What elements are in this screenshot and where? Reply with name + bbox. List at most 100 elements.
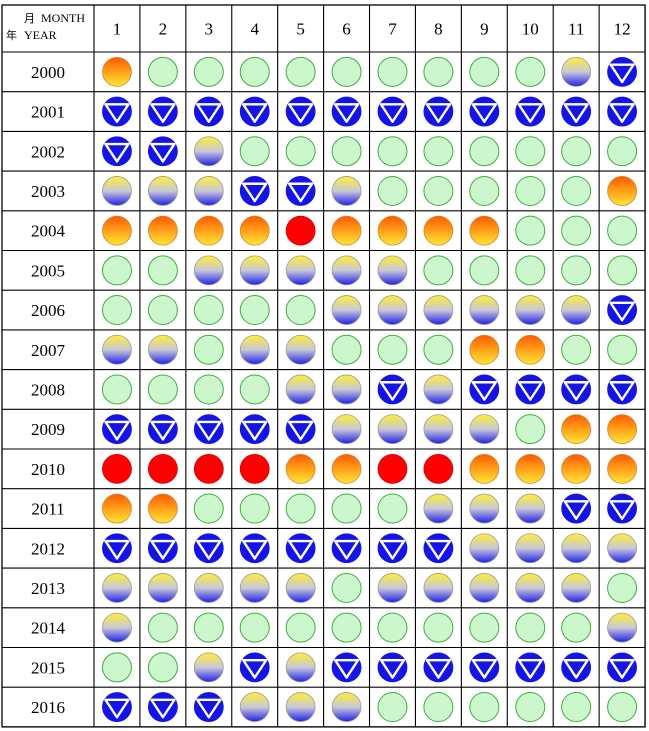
month-header: 12 bbox=[614, 20, 631, 39]
yellow-blue-circle bbox=[469, 573, 500, 603]
cell-marker-gradient bbox=[423, 295, 454, 325]
neutral-circle bbox=[377, 56, 408, 87]
neutral-circle bbox=[607, 136, 638, 167]
yellow-blue-circle bbox=[423, 573, 454, 603]
orange-yellow-circle bbox=[331, 453, 362, 484]
inverted-triangle-icon bbox=[517, 658, 543, 679]
orange-yellow-circle bbox=[193, 215, 224, 246]
year-label: 2010 bbox=[31, 460, 65, 479]
yellow-blue-circle bbox=[607, 533, 637, 564]
cell-marker-neutral bbox=[515, 175, 546, 206]
yellow-blue-circle bbox=[147, 176, 178, 206]
cell-marker-neutral bbox=[147, 652, 178, 683]
cell-marker-cold bbox=[193, 692, 224, 722]
inverted-triangle-icon bbox=[425, 658, 452, 679]
yellow-blue-circle bbox=[331, 176, 362, 206]
yellow-blue-circle bbox=[515, 573, 546, 603]
cell-marker-neutral bbox=[515, 414, 546, 445]
cell-marker-cold bbox=[239, 96, 270, 127]
inverted-triangle-icon bbox=[242, 182, 268, 203]
month-header: 4 bbox=[250, 20, 259, 39]
cell-marker-warm bbox=[561, 414, 592, 445]
neutral-circle bbox=[469, 255, 500, 286]
cell-marker-gradient bbox=[607, 533, 637, 564]
cell-marker-neutral bbox=[285, 56, 316, 87]
inverted-triangle-icon bbox=[379, 539, 406, 560]
cell-marker-gradient bbox=[377, 414, 408, 445]
inverted-triangle-icon bbox=[609, 500, 635, 520]
cell-marker-neutral bbox=[147, 295, 178, 326]
neutral-circle bbox=[101, 295, 132, 326]
neutral-circle bbox=[285, 56, 316, 87]
neutral-circle bbox=[423, 56, 454, 87]
neutral-circle bbox=[423, 175, 454, 206]
cell-marker-gradient bbox=[331, 374, 362, 405]
cell-marker-hot bbox=[193, 453, 224, 484]
cell-marker-gradient bbox=[377, 573, 408, 603]
orange-yellow-circle bbox=[285, 453, 316, 484]
cell-marker-cold bbox=[285, 533, 316, 564]
orange-yellow-circle bbox=[607, 453, 637, 484]
cell-marker-neutral bbox=[377, 493, 408, 524]
cell-marker-cold bbox=[607, 56, 637, 87]
cell-marker-gradient bbox=[561, 295, 592, 325]
yellow-blue-circle bbox=[423, 414, 454, 445]
inverted-triangle-icon bbox=[563, 381, 589, 401]
orange-yellow-circle bbox=[239, 215, 270, 246]
year-label: 2009 bbox=[31, 420, 65, 439]
cell-marker-gradient bbox=[147, 573, 178, 603]
cell-marker-neutral bbox=[469, 612, 500, 643]
yellow-blue-circle bbox=[515, 493, 546, 524]
neutral-circle bbox=[561, 175, 592, 206]
inverted-triangle-icon bbox=[609, 658, 635, 679]
cell-marker-cold bbox=[239, 176, 270, 206]
inverted-triangle-icon bbox=[196, 698, 222, 719]
yellow-blue-circle bbox=[193, 176, 224, 206]
cell-marker-neutral bbox=[239, 56, 270, 87]
orange-yellow-circle bbox=[607, 176, 637, 206]
inverted-triangle-icon bbox=[333, 658, 360, 679]
neutral-circle bbox=[561, 692, 592, 723]
yellow-blue-circle bbox=[469, 414, 500, 445]
cell-marker-cold bbox=[193, 96, 224, 127]
inverted-triangle-icon bbox=[425, 539, 452, 560]
month-header: 5 bbox=[296, 20, 305, 39]
orange-yellow-circle bbox=[561, 453, 592, 484]
cell-marker-neutral bbox=[423, 56, 454, 87]
cell-marker-gradient bbox=[515, 295, 546, 325]
cell-marker-gradient bbox=[423, 414, 454, 445]
cell-marker-gradient bbox=[607, 612, 637, 643]
cell-marker-neutral bbox=[147, 56, 178, 87]
cell-marker-gradient bbox=[193, 652, 224, 683]
corner-year-label: YEAR bbox=[24, 28, 57, 42]
yellow-blue-circle bbox=[285, 692, 316, 722]
neutral-circle bbox=[469, 612, 500, 643]
neutral-circle bbox=[607, 692, 638, 723]
cell-marker-gradient bbox=[469, 414, 500, 445]
cell-marker-cold bbox=[285, 96, 316, 127]
month-header: 2 bbox=[159, 20, 168, 39]
year-label: 2014 bbox=[31, 619, 66, 638]
cell-marker-cold bbox=[561, 493, 592, 524]
cell-marker-cold bbox=[469, 96, 500, 127]
cell-marker-neutral bbox=[515, 215, 546, 246]
cell-marker-warm bbox=[102, 493, 132, 524]
cell-marker-neutral bbox=[561, 692, 592, 723]
neutral-circle bbox=[515, 56, 546, 87]
inverted-triangle-icon bbox=[150, 420, 176, 441]
neutral-circle bbox=[469, 136, 500, 167]
cell-marker-gradient bbox=[377, 255, 408, 286]
yellow-blue-circle bbox=[285, 334, 316, 365]
year-label: 2015 bbox=[31, 658, 65, 677]
cell-marker-neutral bbox=[331, 56, 362, 87]
neutral-circle bbox=[147, 652, 178, 683]
inverted-triangle-icon bbox=[242, 103, 268, 123]
cell-marker-gradient bbox=[193, 573, 224, 603]
cell-marker-cold bbox=[285, 176, 316, 206]
yellow-blue-circle bbox=[331, 374, 362, 405]
cell-marker-neutral bbox=[193, 612, 224, 643]
cell-marker-cold bbox=[102, 692, 132, 722]
neutral-circle bbox=[423, 136, 454, 167]
cell-marker-neutral bbox=[561, 175, 592, 206]
neutral-circle bbox=[147, 255, 178, 286]
